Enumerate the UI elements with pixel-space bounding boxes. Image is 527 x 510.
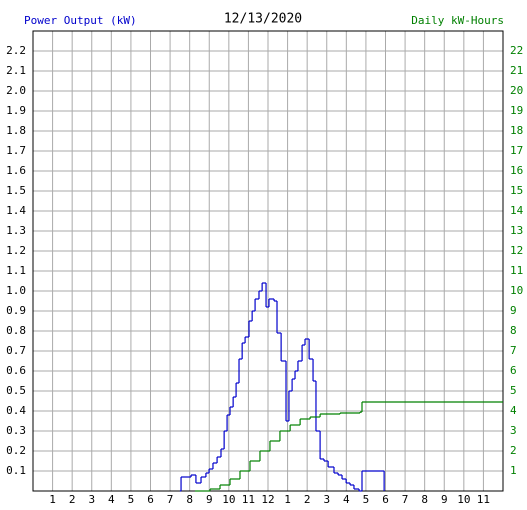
y2-tick-label: 13 bbox=[510, 224, 523, 237]
x-tick-label: 8 bbox=[186, 493, 193, 506]
y2-tick-label: 10 bbox=[510, 284, 523, 297]
x-tick-label: 5 bbox=[363, 493, 370, 506]
y-tick-label: 1.4 bbox=[6, 204, 26, 217]
y2-tick-label: 9 bbox=[510, 304, 517, 317]
y2-axis-label: Daily kW-Hours bbox=[411, 14, 504, 27]
x-tick-label: 7 bbox=[167, 493, 174, 506]
x-tick-label: 2 bbox=[304, 493, 311, 506]
y-tick-label: 1.3 bbox=[6, 224, 26, 237]
x-tick-label: 10 bbox=[457, 493, 470, 506]
y2-tick-label: 2 bbox=[510, 444, 517, 457]
y-tick-label: 2.0 bbox=[6, 84, 26, 97]
x-tick-label: 11 bbox=[242, 493, 255, 506]
y2-tick-label: 22 bbox=[510, 44, 523, 57]
y2-tick-label: 8 bbox=[510, 324, 517, 337]
x-tick-label: 7 bbox=[402, 493, 409, 506]
y-tick-label: 1.1 bbox=[6, 264, 26, 277]
y-tick-label: 0.9 bbox=[6, 304, 26, 317]
y2-tick-label: 4 bbox=[510, 404, 517, 417]
y2-tick-label: 19 bbox=[510, 104, 523, 117]
y2-tick-label: 17 bbox=[510, 144, 523, 157]
x-tick-label: 9 bbox=[206, 493, 213, 506]
y-tick-label: 0.3 bbox=[6, 424, 26, 437]
plot-border bbox=[32, 30, 504, 492]
y-tick-label: 1.7 bbox=[6, 144, 26, 157]
x-tick-label: 9 bbox=[441, 493, 448, 506]
y-tick-label: 0.2 bbox=[6, 444, 26, 457]
y2-tick-label: 16 bbox=[510, 164, 523, 177]
chart-title: 12/13/2020 bbox=[224, 12, 302, 27]
y-tick-label: 0.7 bbox=[6, 344, 26, 357]
x-tick-label: 1 bbox=[49, 493, 56, 506]
y2-tick-label: 15 bbox=[510, 184, 523, 197]
y-tick-label: 0.6 bbox=[6, 364, 26, 377]
y-tick-label: 0.5 bbox=[6, 384, 26, 397]
y-tick-label: 0.1 bbox=[6, 464, 26, 477]
y2-tick-label: 18 bbox=[510, 124, 523, 137]
y2-tick-label: 20 bbox=[510, 84, 523, 97]
x-tick-label: 10 bbox=[222, 493, 235, 506]
x-tick-label: 8 bbox=[421, 493, 428, 506]
y2-tick-label: 21 bbox=[510, 64, 523, 77]
y-tick-label: 0.8 bbox=[6, 324, 26, 337]
x-tick-label: 1 bbox=[284, 493, 291, 506]
y-tick-label: 1.9 bbox=[6, 104, 26, 117]
y-axis-label: Power Output (kW) bbox=[24, 14, 137, 27]
x-tick-label: 6 bbox=[382, 493, 389, 506]
y2-tick-label: 5 bbox=[510, 384, 517, 397]
x-tick-label: 4 bbox=[343, 493, 350, 506]
y-tick-label: 1.6 bbox=[6, 164, 26, 177]
x-tick-label: 3 bbox=[88, 493, 95, 506]
x-tick-label: 11 bbox=[477, 493, 490, 506]
x-tick-label: 4 bbox=[108, 493, 115, 506]
y2-tick-label: 7 bbox=[510, 344, 517, 357]
y2-tick-label: 1 bbox=[510, 464, 517, 477]
x-tick-label: 12 bbox=[261, 493, 274, 506]
y-tick-label: 0.4 bbox=[6, 404, 26, 417]
y-tick-label: 1.2 bbox=[6, 244, 26, 257]
x-tick-label: 3 bbox=[323, 493, 330, 506]
y-tick-label: 1.0 bbox=[6, 284, 26, 297]
y2-tick-label: 14 bbox=[510, 204, 524, 217]
y2-tick-label: 11 bbox=[510, 264, 523, 277]
y-tick-label: 2.2 bbox=[6, 44, 26, 57]
y-tick-label: 1.5 bbox=[6, 184, 26, 197]
x-tick-label: 2 bbox=[69, 493, 76, 506]
y-tick-label: 1.8 bbox=[6, 124, 26, 137]
x-tick-label: 6 bbox=[147, 493, 154, 506]
y2-tick-label: 12 bbox=[510, 244, 523, 257]
y2-tick-label: 3 bbox=[510, 424, 517, 437]
x-tick-label: 5 bbox=[128, 493, 135, 506]
y-tick-label: 2.1 bbox=[6, 64, 26, 77]
y2-tick-label: 6 bbox=[510, 364, 517, 377]
